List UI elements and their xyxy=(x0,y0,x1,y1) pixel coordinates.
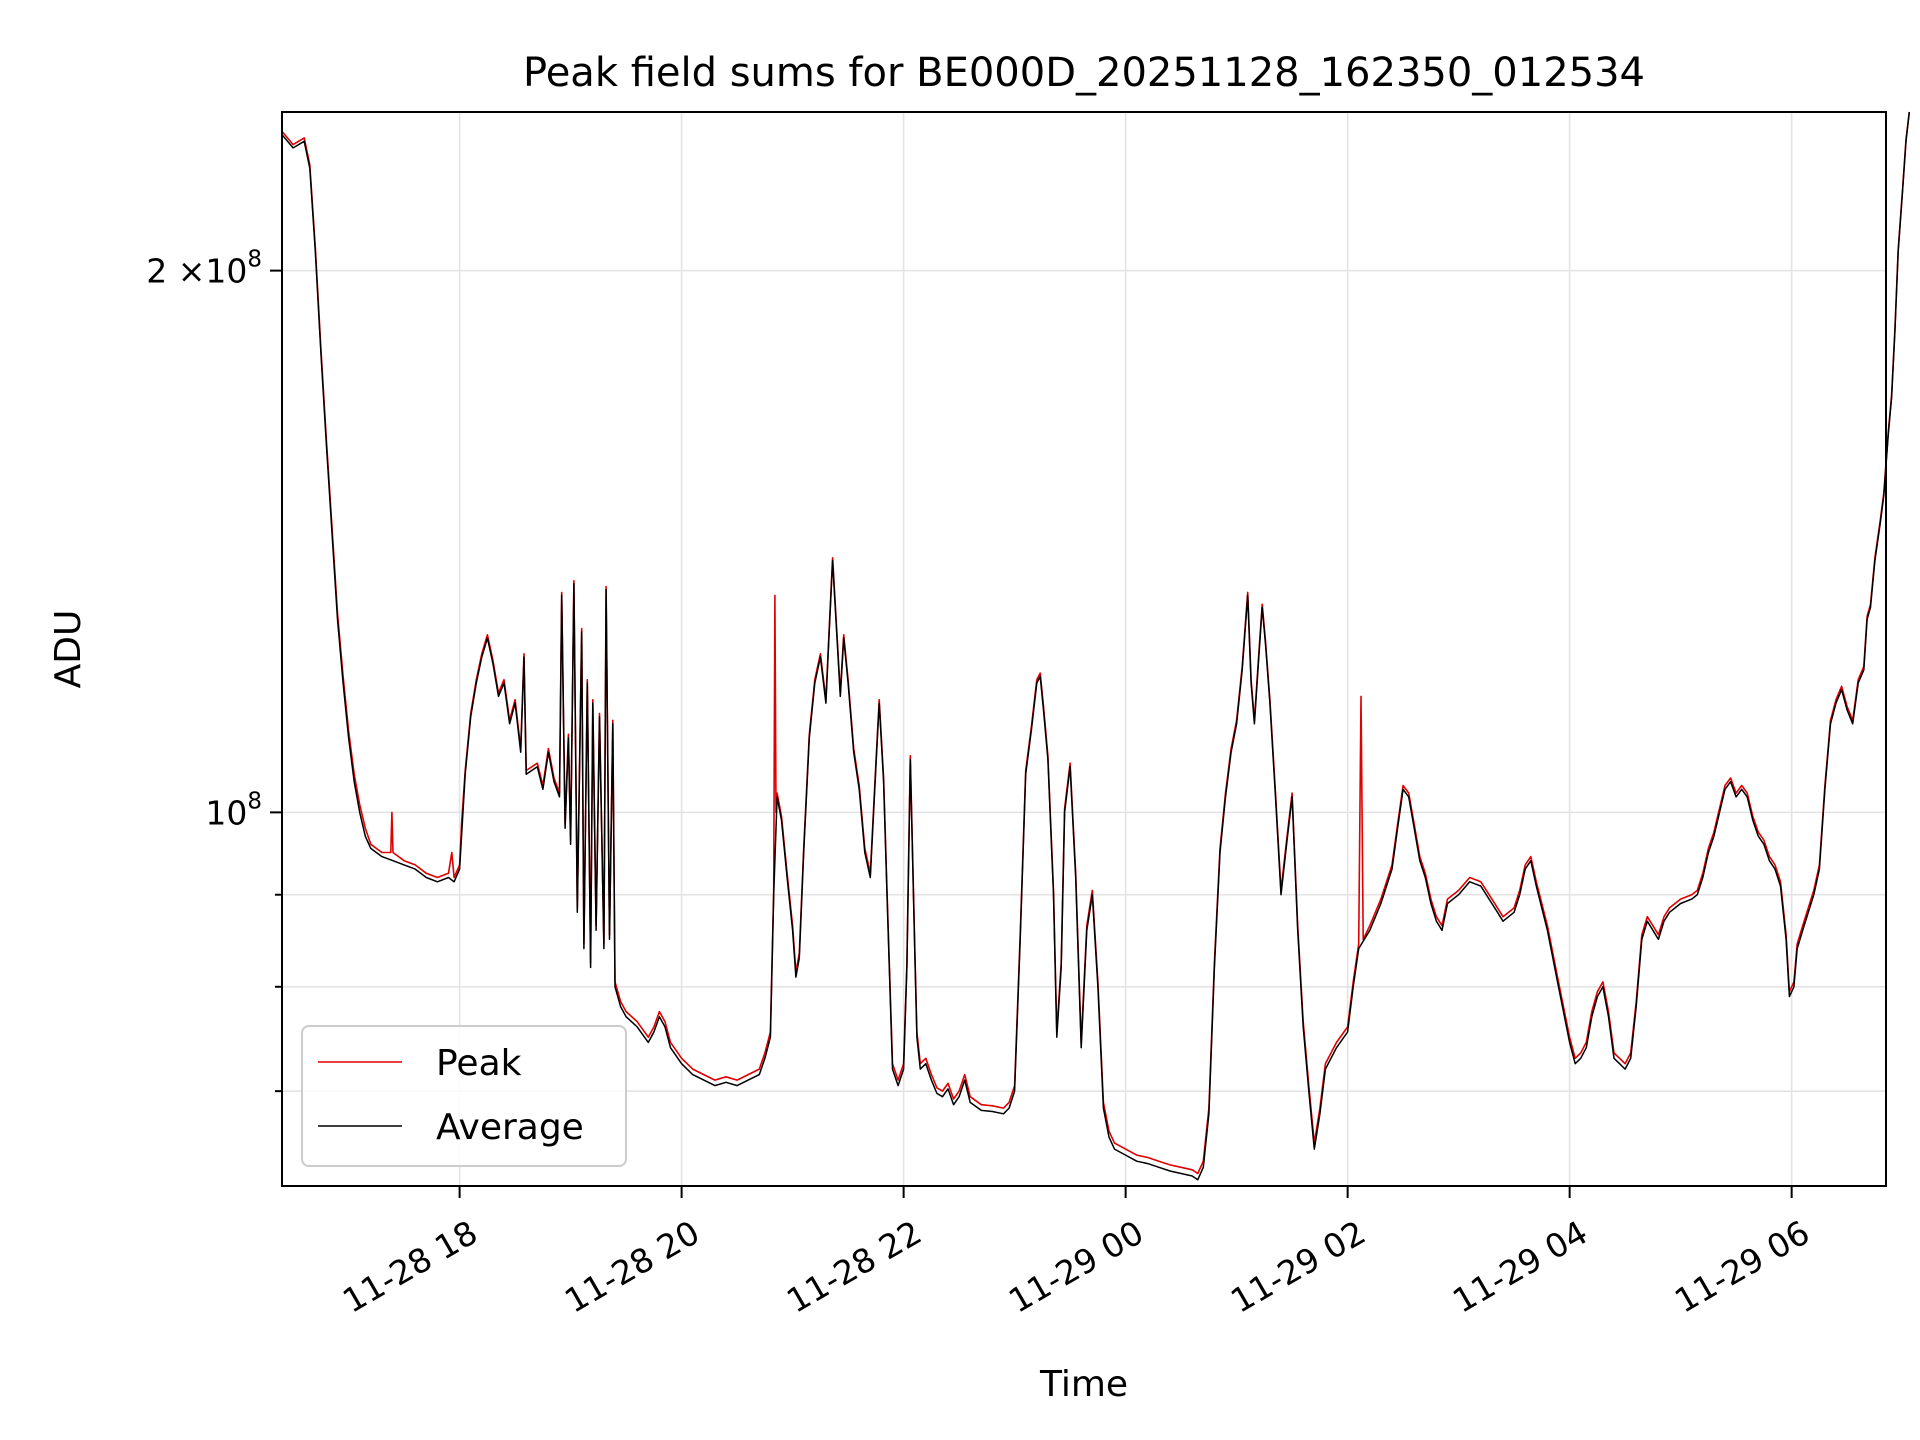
y-tick-exponent: 8 xyxy=(247,247,262,273)
x-tick-label: 11-28 20 xyxy=(558,1213,706,1321)
legend-label-peak: Peak xyxy=(436,1043,522,1084)
x-axis-label: Time xyxy=(1039,1364,1128,1405)
series-line-average xyxy=(281,111,1911,1181)
x-tick-label: 11-29 06 xyxy=(1668,1213,1816,1321)
y-tick-exponent: 8 xyxy=(247,788,262,814)
y-axis-label: ADU xyxy=(48,610,89,689)
x-tick-label: 11-29 02 xyxy=(1224,1213,1372,1321)
y-tick-coef: 2 × xyxy=(146,252,205,291)
x-axis-ticks: 11-28 18 11-28 20 11-28 22 11-29 00 11-29 02… xyxy=(336,1186,1816,1321)
series-lines xyxy=(281,111,1911,1181)
legend-box xyxy=(301,1025,627,1167)
plot-frame xyxy=(281,111,1887,1187)
x-tick-label: 11-29 04 xyxy=(1446,1213,1594,1321)
y-tick-label: 2 ×108 xyxy=(146,247,262,291)
chart-title: Peak field sums for BE000D_20251128_1623… xyxy=(523,50,1645,96)
legend-label-average: Average xyxy=(436,1107,584,1148)
grid-lines xyxy=(282,112,1886,1186)
y-tick-base: 10 xyxy=(205,252,247,291)
x-tick-label: 11-29 00 xyxy=(1002,1213,1150,1321)
x-tick-label: 11-28 18 xyxy=(336,1213,484,1321)
legend: Peak Average xyxy=(301,1025,627,1167)
y-tick-base: 10 xyxy=(205,793,247,832)
y-tick-label: 108 xyxy=(205,788,262,832)
x-tick-label: 11-28 22 xyxy=(780,1213,928,1321)
